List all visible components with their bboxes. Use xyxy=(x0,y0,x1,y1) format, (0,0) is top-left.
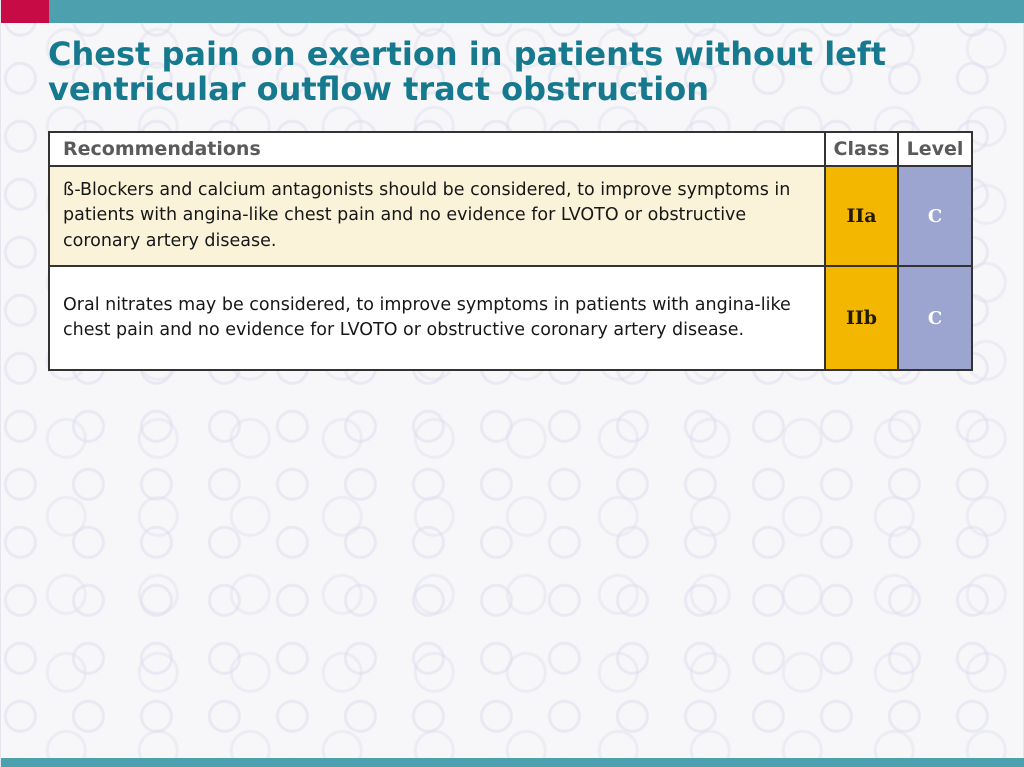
header-cell-recommendations: Recommendations xyxy=(48,131,826,167)
class-cell: IIb xyxy=(824,265,899,371)
table-header-row: Recommendations Class Level xyxy=(48,131,973,167)
slide-title: Chest pain on exertion in patients witho… xyxy=(48,35,998,109)
crimson-accent-square xyxy=(1,0,49,23)
level-cell: C xyxy=(897,165,973,267)
teal-footer-strip xyxy=(1,758,1024,767)
teal-header-strip xyxy=(49,0,1024,23)
slide-title-line-2: ventricular outflow tract obstruction xyxy=(48,70,709,109)
table-row: Oral nitrates may be considered, to impr… xyxy=(48,265,973,371)
recommendation-cell: ß-Blockers and calcium antagonists shoul… xyxy=(48,165,826,267)
slide-title-line-1: Chest pain on exertion in patients witho… xyxy=(48,35,887,73)
header-cell-level: Level xyxy=(897,131,973,167)
header-cell-class: Class xyxy=(824,131,899,167)
recommendations-table: Recommendations Class Level ß-Blockers a… xyxy=(48,131,973,371)
recommendation-cell: Oral nitrates may be considered, to impr… xyxy=(48,265,826,371)
header-bar xyxy=(1,0,1024,23)
table-row: ß-Blockers and calcium antagonists shoul… xyxy=(48,165,973,267)
class-cell: IIa xyxy=(824,165,899,267)
level-cell: C xyxy=(897,265,973,371)
